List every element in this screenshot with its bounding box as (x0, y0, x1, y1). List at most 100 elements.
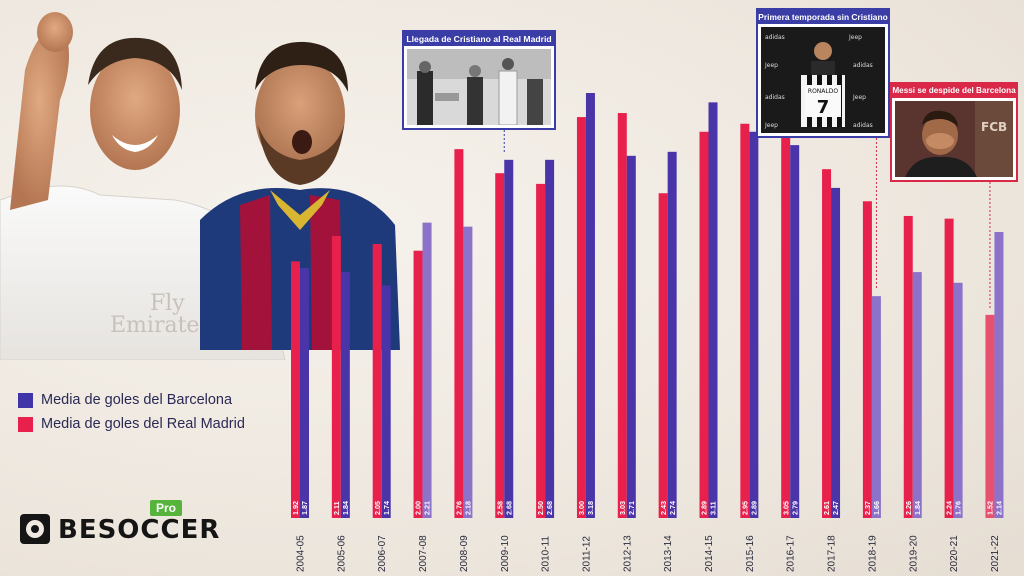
legend-label-barcelona: Media de goles del Barcelona (41, 392, 233, 408)
value-label-barcelona-2010-11: 2.68 (545, 501, 554, 515)
annotation-cristiano-arrival: Llegada de Cristiano al Real Madrid (402, 30, 556, 130)
bar-real-madrid-2020-21 (944, 218, 954, 518)
annotation-first-season-without-cristiano: Primera temporada sin Cristiano adidas Je… (756, 8, 890, 138)
bar-real-madrid-2015-16 (740, 123, 750, 519)
bar-barcelona-2007-08 (422, 222, 432, 518)
svg-text:adidas: adidas (765, 34, 785, 41)
bar-barcelona-2008-09 (463, 226, 473, 518)
annotation-messi-farewell: Messi se despide del Barcelona FCB (890, 82, 1018, 182)
value-label-barcelona-2017-18: 2.47 (831, 501, 840, 515)
value-label-barcelona-2013-14: 2.74 (668, 501, 677, 515)
value-label-barcelona-2018-19: 1.66 (872, 501, 881, 515)
legend: Media de goles del Barcelona Media de go… (18, 392, 245, 440)
bar-barcelona-2018-19 (871, 296, 881, 518)
annotation-cristiano-arrival-title: Llegada de Cristiano al Real Madrid (404, 32, 554, 46)
svg-text:adidas: adidas (765, 94, 785, 101)
legend-item-real-madrid: Media de goles del Real Madrid (18, 416, 245, 432)
value-label-real-madrid-2005-06: 2.11 (332, 501, 341, 515)
value-label-real-madrid-2017-18: 2.61 (822, 501, 831, 515)
value-label-barcelona-2012-13: 2.71 (627, 501, 636, 515)
x-tick-label-2009-10: 2009-10 (500, 535, 511, 572)
bar-real-madrid-2006-07 (372, 244, 382, 518)
value-label-real-madrid-2014-15: 2.89 (700, 501, 709, 515)
bar-real-madrid-2005-06 (331, 236, 341, 518)
svg-text:adidas: adidas (853, 122, 873, 129)
value-label-real-madrid-2009-10: 2.58 (495, 501, 504, 515)
jersey-number-text: 7 (817, 97, 830, 118)
value-label-barcelona-2006-07: 1.74 (382, 501, 391, 515)
value-label-barcelona-2004-05: 1.87 (300, 501, 309, 515)
bar-barcelona-2005-06 (340, 272, 350, 518)
bar-barcelona-2015-16 (749, 131, 759, 518)
bar-barcelona-2004-05 (300, 268, 309, 518)
value-label-real-madrid-2016-17: 3.05 (781, 501, 790, 515)
x-tick-label-2015-16: 2015-16 (745, 535, 756, 572)
value-label-barcelona-2005-06: 1.84 (341, 501, 350, 515)
value-label-barcelona-2016-17: 2.79 (790, 501, 799, 515)
svg-text:adidas: adidas (853, 62, 873, 69)
value-label-barcelona-2015-16: 2.89 (749, 501, 758, 515)
bar-real-madrid-2008-09 (454, 149, 464, 518)
value-label-barcelona-2020-21: 1.76 (954, 501, 963, 515)
svg-text:Jeep: Jeep (764, 122, 778, 129)
bar-real-madrid-2012-13 (617, 113, 627, 518)
value-label-real-madrid-2004-05: 1.92 (291, 501, 300, 515)
x-tick-label-2016-17: 2016-17 (786, 535, 797, 572)
svg-text:FCB: FCB (981, 120, 1007, 134)
messi-farewell-photo: FCB (895, 101, 1013, 177)
bar-real-madrid-2010-11 (536, 183, 546, 519)
bar-barcelona-2010-11 (545, 159, 555, 518)
bar-real-madrid-2013-14 (658, 193, 668, 519)
value-label-real-madrid-2015-16: 2.95 (740, 501, 749, 515)
svg-text:Jeep: Jeep (764, 62, 778, 69)
value-label-real-madrid-2021-22: 1.52 (986, 501, 995, 515)
x-tick-label-2014-15: 2014-15 (704, 535, 715, 572)
bar-real-madrid-2016-17 (781, 110, 791, 519)
bar-real-madrid-2009-10 (495, 173, 505, 519)
value-labels-group: 1.92 1.87 2.11 1.84 2.05 1.74 2.00 2.21 2.76 2.18… (291, 501, 1003, 515)
value-label-real-madrid-2020-21: 2.24 (945, 501, 954, 515)
bar-barcelona-2013-14 (667, 151, 677, 518)
bar-barcelona-2014-15 (708, 102, 718, 518)
legend-swatch-barcelona (18, 392, 33, 408)
x-tick-label-2018-19: 2018-19 (867, 535, 878, 572)
annotation-messi-farewell-title: Messi se despide del Barcelona (892, 84, 1016, 98)
bar-real-madrid-2018-19 (862, 201, 872, 519)
svg-text:Emirates: Emirates (110, 313, 211, 338)
x-tick-label-2013-14: 2013-14 (663, 535, 674, 572)
bar-barcelona-2017-18 (831, 187, 841, 518)
bar-real-madrid-2004-05 (291, 261, 300, 518)
x-tick-labels-group: 2004-05 2005-06 2006-07 2007-08 2008-09 2009-… (296, 535, 1001, 572)
value-label-real-madrid-2008-09: 2.76 (455, 501, 464, 515)
value-label-barcelona-2009-10: 2.68 (504, 501, 513, 515)
x-tick-label-2008-09: 2008-09 (459, 535, 470, 572)
value-label-barcelona-2014-15: 3.11 (709, 501, 718, 515)
bar-barcelona-2020-21 (953, 282, 963, 518)
bar-barcelona-2012-13 (626, 155, 636, 519)
value-label-barcelona-2019-20: 1.84 (913, 501, 922, 515)
bar-barcelona-2006-07 (381, 285, 391, 518)
value-label-barcelona-2021-22: 2.14 (995, 501, 1004, 515)
value-label-barcelona-2007-08: 2.21 (423, 501, 432, 515)
x-tick-label-2012-13: 2012-13 (622, 535, 633, 572)
x-tick-label-2004-05: 2004-05 (296, 535, 307, 572)
bar-real-madrid-2014-15 (699, 131, 709, 518)
value-label-real-madrid-2010-11: 2.50 (536, 501, 545, 515)
bar-barcelona-2009-10 (504, 159, 514, 518)
x-tick-label-2006-07: 2006-07 (377, 535, 388, 572)
bars-group (291, 93, 1004, 519)
bar-barcelona-2021-22 (994, 231, 1004, 518)
bar-barcelona-2011-12 (585, 93, 595, 518)
annotation-leaders-group (503, 126, 991, 310)
bar-real-madrid-2017-18 (822, 169, 832, 518)
cristiano-juventus-photo: adidas Jeep Jeep adidas adidas Jeep Jeep adi… (761, 27, 885, 133)
bar-real-madrid-2021-22 (985, 314, 995, 518)
besoccer-logo: BESOCCER Pro (18, 500, 228, 552)
value-label-barcelona-2008-09: 2.18 (464, 501, 473, 515)
bar-real-madrid-2011-12 (576, 117, 586, 518)
annotation-first-season-title: Primera temporada sin Cristiano (758, 10, 888, 24)
x-tick-label-2011-12: 2011-12 (581, 536, 592, 572)
bar-real-madrid-2007-08 (413, 250, 423, 518)
value-label-real-madrid-2018-19: 2.37 (863, 501, 872, 515)
